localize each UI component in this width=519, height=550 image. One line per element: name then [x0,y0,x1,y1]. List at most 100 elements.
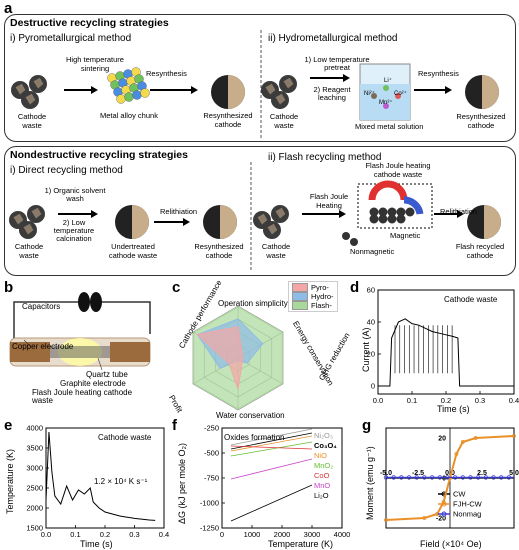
chart-f-xlabel: Temperature (K) [268,539,334,549]
pyro-metal-alloy: Metal alloy chunk [100,111,158,120]
panel-label-e: e [4,417,13,434]
pyro-arrow-2 [150,86,198,94]
panel-label-b: b [4,279,14,296]
copper-electrode-left [10,342,50,362]
pyro-waste-pile-3 [21,91,39,109]
ion-li: Li⁺ [384,78,392,84]
chart-g-xtick-label: 2.5 [477,470,487,477]
legend-swatch-hydro [292,292,308,301]
chart-g-point [475,475,481,480]
radar-legend: Pyro- Hydro- Flash- [288,281,338,312]
hydro-resynthesized-cathode [465,75,499,109]
chart-g-ylabel: Moment (emu g⁻¹) [365,446,375,520]
chart-f-series-3 [230,441,313,457]
direct-cathode-waste: Cathode waste [14,242,44,260]
chart-g-point [445,475,450,480]
recycling-schematic [9,63,501,246]
ion-co: Co²⁺ [394,91,407,97]
chart-e-ytick-label: 3500 [26,444,43,453]
chart-e-xtick-label: 0.1 [70,530,80,539]
chart-f-legend-5: MnO [314,481,330,490]
chart-e-ytick-label: 4000 [26,424,43,433]
nondestructive-divider [250,162,252,272]
graphite-electrode [50,346,110,358]
chart-g-point [406,475,412,480]
chart-g-point [454,452,459,456]
hydro-resynthesis: Resynthesis [418,69,459,78]
quartz-pointer [97,357,103,371]
hydro-arrow-2 [414,86,452,94]
chart-e-ytick-label: 2500 [26,484,43,493]
chart-e-rate: 1.2 × 10⁴ K s⁻¹ [94,477,148,486]
chart-f-xtick-label: 4000 [334,530,351,539]
chart-f-annotation: Oxides formation [224,433,285,442]
legend-pyro: Pyro- [311,283,329,292]
chart-d-xtick-label: 0.4 [509,396,519,405]
hydro-reagent: 2) Reagent leaching [313,85,351,102]
chart-g-xtick-label: -5.0 [380,470,392,477]
chart-f-legend-3: MnO₂ [314,461,333,470]
chart-g-point [491,475,496,480]
label-capacitors: Capacitors [22,302,61,311]
panel-label-c: c [172,279,181,296]
chart-f-xtick-label: 3000 [304,530,321,539]
radar-chart [192,305,284,411]
destructive-divider [260,30,262,138]
destructive-box [4,14,516,142]
chart-g-xtick-label: 5.0 [509,470,519,477]
hydro-title: ii) Hydrometallurgical method [268,33,398,44]
chart-g-point [499,475,504,480]
chart-g-xlabel: Field (×10⁴ Oe) [420,539,482,549]
direct-organic: 1) Organic solvent wash [44,186,106,203]
chart-g-point [506,475,512,480]
copper-electrode-right [110,342,150,362]
metal-alloy-chunk [107,67,150,104]
capacitor-1 [78,292,90,312]
chart-g-point [460,475,465,480]
chart-g-xtick-label: 0.0 [445,470,455,477]
chart-g-legend-marker-1 [441,501,447,507]
chart-f-legend-6: Li₂O [314,491,329,500]
pyro-title: i) Pyrometallurgical method [10,33,132,44]
flash-magnetic: Magnetic [390,231,421,240]
copper-pointer [23,339,31,347]
chart-g-legend-1: FJH-CW [453,500,483,509]
legend-flash: Flash- [311,301,332,310]
hydro-mixed: Mixed metal solution [355,122,424,131]
flash-cathode-waste: Cathode waste [261,242,291,260]
label-copper: Copper electrode [12,342,74,351]
chart-d-annotation: Cathode waste [444,295,498,304]
flash-title: ii) Flash recycling method [268,152,382,163]
flash-nonmagnetic: Nonmagnetic [350,247,395,256]
hydro-waste-pile-3 [271,91,289,109]
label-quartz: Quartz tube [86,370,128,379]
chart-d-ytick-label: 20 [367,350,375,359]
flash-fjh-waste: Flash Joule heating cathode waste [365,161,431,179]
chart-d-xtick-label: 0.2 [441,396,451,405]
chart-e-series [45,431,156,521]
legend-swatch-flash [292,301,308,310]
direct-undertreated: Undertreated cathode waste [108,242,158,260]
panel-label-g: g [362,417,372,434]
hydro-resynthesized: Resynthesized cathode [456,112,506,130]
chart-g-point [483,475,489,480]
direct-title: i) Direct recycling method [10,165,123,176]
flash-recycled-cathode [467,205,501,239]
direct-resynthesized: Resynthesized cathode [194,242,244,260]
chart-e-xtick-label: 0.0 [41,530,51,539]
chart-g-point [399,475,404,480]
pyro-resynthesis: Resynthesis [146,69,187,78]
chart-g-point [383,475,389,480]
chart-f-series-0 [230,428,313,446]
chart-g-point [384,518,388,522]
flash-arrow-1 [302,210,346,218]
ion-ni: Ni²⁺ [364,91,375,97]
flash-joule: Flash Joule Heating [309,192,349,210]
pyro-arrow-1 [64,86,98,94]
chart-g-ytick-label: -20 [436,516,446,523]
chart-g-point [437,475,442,480]
chart-g-point [429,475,435,480]
chart-d-xtick-label: 0.0 [373,396,383,405]
